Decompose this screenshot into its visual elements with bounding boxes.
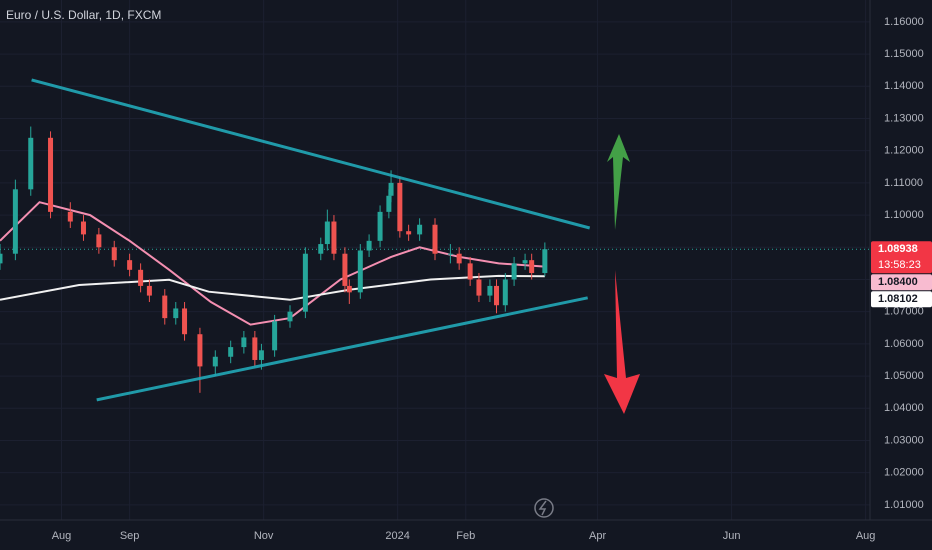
candle-body: [331, 221, 337, 254]
y-tick-label: 1.11000: [884, 177, 923, 189]
candle-body: [542, 249, 548, 274]
candle-body: [111, 247, 117, 261]
y-tick-label: 1.01000: [884, 499, 924, 511]
candle-body: [467, 263, 473, 280]
countdown: 13:58:23: [878, 259, 921, 271]
y-tick-label: 1.10000: [884, 209, 924, 221]
candle-body: [487, 285, 493, 296]
candle-body: [96, 234, 102, 248]
price-label-box: [871, 241, 932, 274]
price-label: 1.08102: [878, 293, 918, 305]
candle-body: [146, 285, 152, 296]
y-tick-label: 1.04000: [884, 402, 924, 414]
x-tick-label: Aug: [52, 530, 72, 542]
x-tick-label: Nov: [254, 530, 274, 542]
candle-body: [386, 195, 392, 212]
candle-body: [287, 311, 293, 322]
chart-title: Euro / U.S. Dollar, 1D, FXCM: [6, 8, 161, 22]
candle-body: [388, 182, 394, 196]
candle-body: [182, 308, 188, 335]
candle-body: [127, 260, 133, 270]
y-tick-label: 1.13000: [884, 112, 924, 124]
y-tick-label: 1.06000: [884, 338, 924, 350]
candle-body: [447, 253, 453, 255]
x-tick-label: Aug: [856, 530, 876, 542]
candle-body: [502, 279, 508, 306]
x-tick-label: 2024: [385, 530, 409, 542]
x-tick-label: Feb: [456, 530, 475, 542]
candle-body: [357, 250, 363, 293]
trendline: [31, 78, 591, 230]
candle-body: [406, 231, 412, 235]
moving-average: [0, 201, 545, 326]
candle-body: [456, 253, 462, 264]
candle-body: [522, 260, 528, 264]
candle-body: [529, 260, 535, 274]
y-tick-label: 1.12000: [884, 145, 924, 157]
price-label-box: [871, 291, 932, 308]
y-tick-label: 1.05000: [884, 370, 924, 382]
candle-body: [67, 211, 73, 222]
candle-body: [212, 356, 218, 367]
candle-body: [48, 137, 54, 212]
up-arrow: [607, 134, 630, 230]
candle-body: [252, 337, 258, 360]
y-tick-label: 1.16000: [884, 16, 924, 28]
candle-body: [476, 279, 482, 296]
candle-body: [318, 244, 324, 254]
candle-body: [28, 137, 34, 190]
moving-average: [0, 274, 545, 301]
y-tick-label: 1.02000: [884, 467, 924, 479]
price-label: 1.08400: [878, 276, 918, 288]
candle-body: [197, 334, 203, 367]
y-tick-label: 1.07000: [884, 306, 924, 318]
price-label: 1.08938: [878, 243, 918, 255]
candle-body: [511, 263, 517, 280]
price-label-box: [871, 274, 932, 291]
trendline: [96, 296, 589, 402]
candle-body: [272, 321, 278, 351]
y-tick-label: 1.15000: [884, 48, 924, 60]
candle-body: [342, 253, 348, 286]
candle-body: [366, 240, 372, 251]
candle-body: [397, 182, 403, 232]
candle-body: [302, 253, 308, 312]
candle-body: [377, 211, 383, 241]
candle-body: [258, 350, 264, 360]
candle-body: [494, 285, 500, 306]
candle-body: [241, 337, 247, 348]
candle-body: [228, 347, 234, 357]
y-tick-label: 1.14000: [884, 80, 924, 92]
candle-body: [12, 189, 18, 254]
down-arrow: [604, 270, 640, 414]
candle-body: [346, 285, 352, 293]
candle-body: [173, 308, 179, 319]
candle-body: [417, 224, 423, 235]
candle-body: [162, 295, 168, 319]
x-tick-label: Jun: [723, 530, 741, 542]
candle-body: [324, 221, 330, 245]
candle-body: [0, 253, 3, 264]
logo: [534, 498, 554, 518]
candle-body: [432, 224, 438, 254]
x-tick-label: Apr: [589, 530, 606, 542]
x-tick-label: Sep: [120, 530, 140, 542]
candle-body: [80, 221, 86, 235]
y-tick-label: 1.03000: [884, 434, 924, 446]
candle-body: [138, 269, 144, 286]
